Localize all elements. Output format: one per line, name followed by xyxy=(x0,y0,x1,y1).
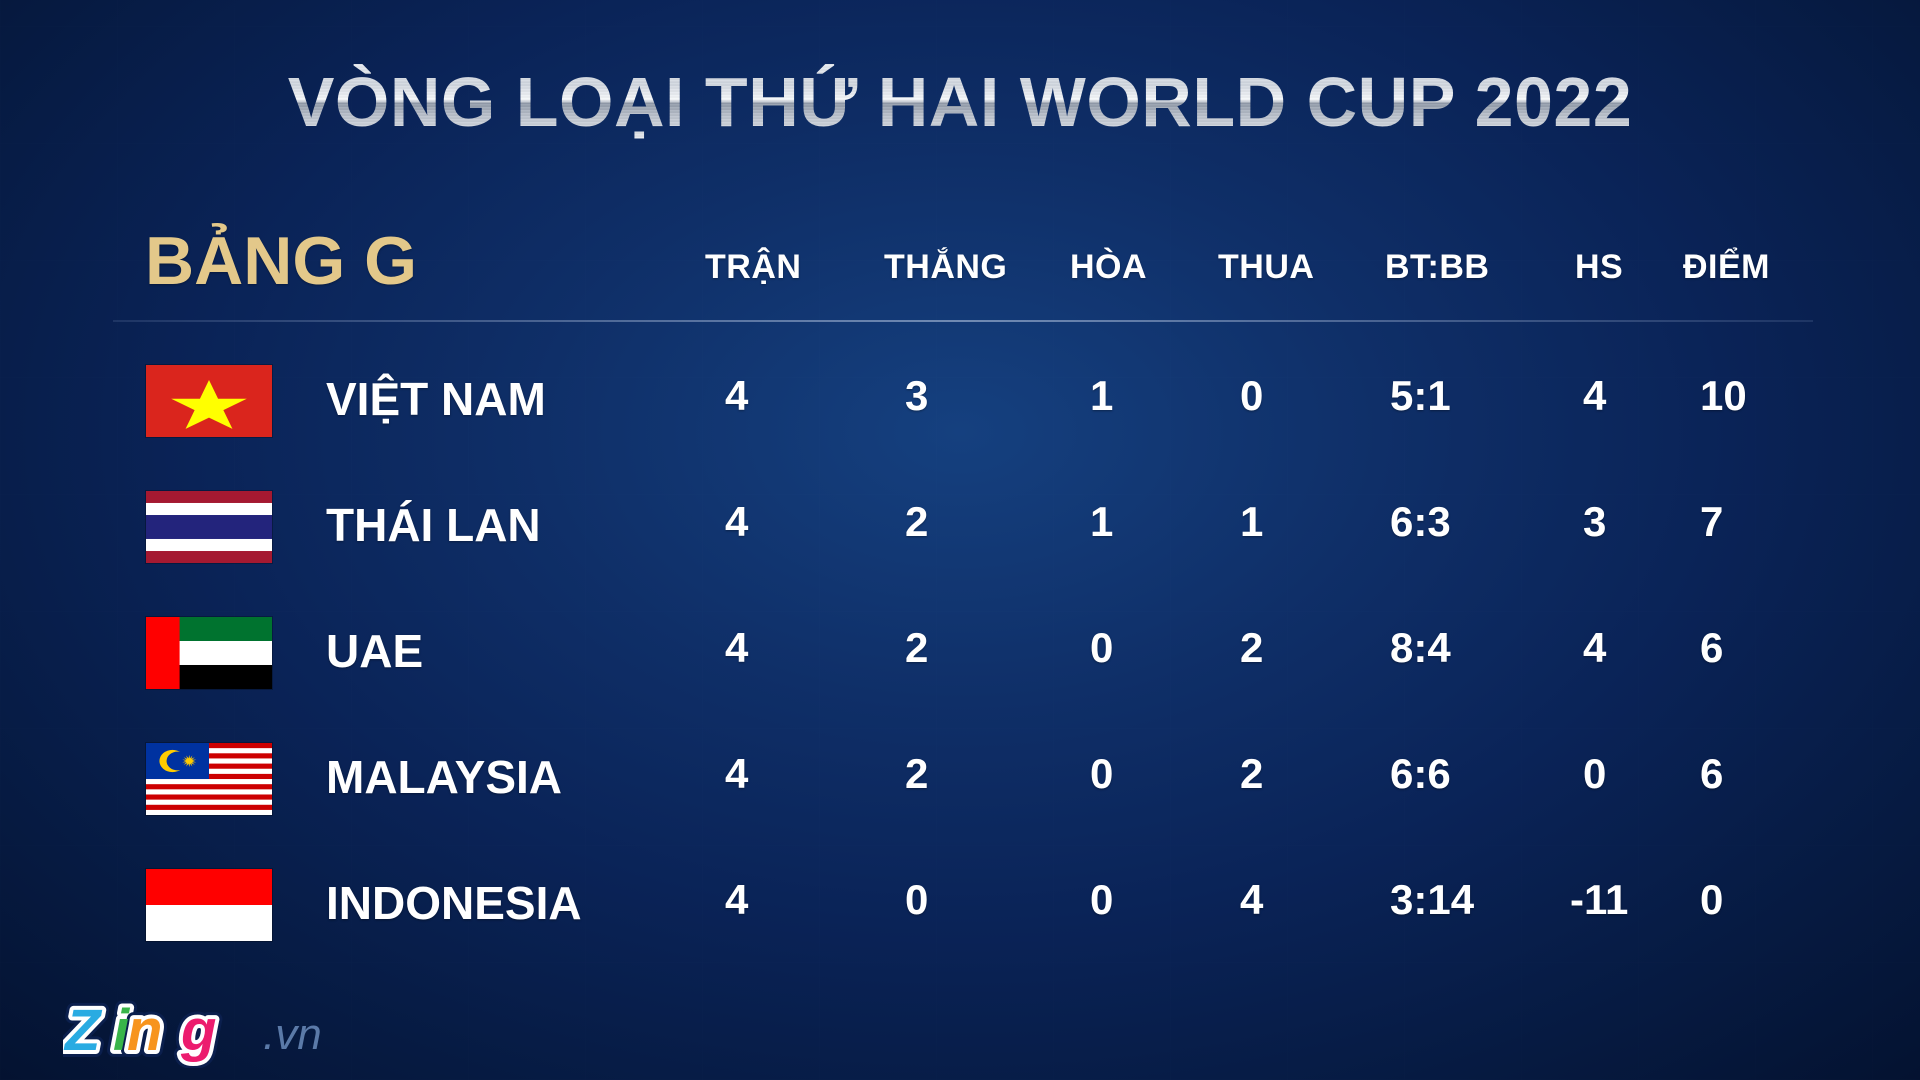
svg-text:g: g xyxy=(180,998,216,1063)
svg-text:.vn: .vn xyxy=(263,1010,322,1059)
svg-text:n: n xyxy=(127,998,162,1063)
svg-text:Z: Z xyxy=(63,998,103,1063)
